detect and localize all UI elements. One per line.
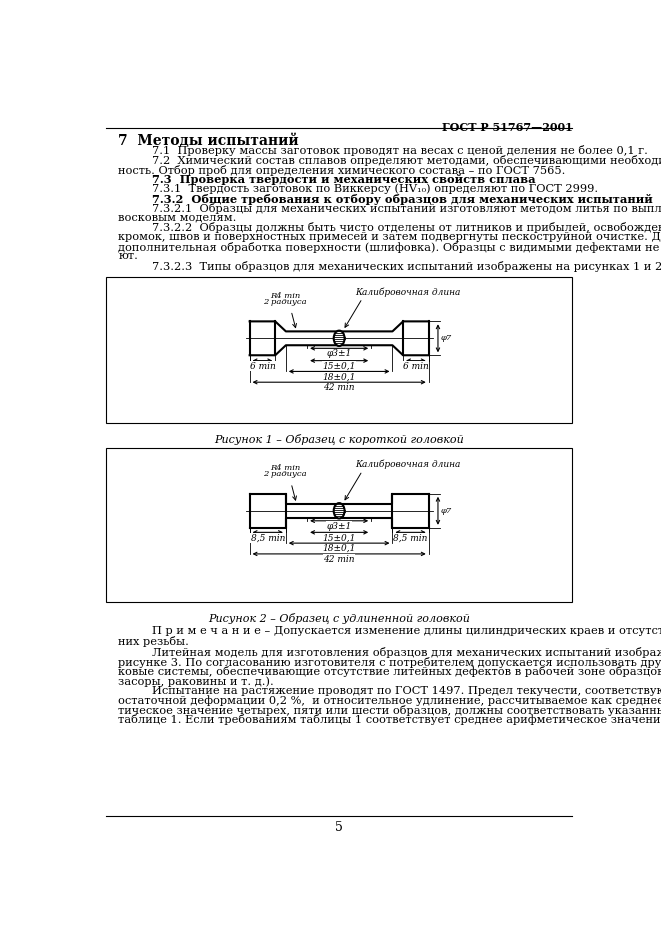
Text: 7.3.2.2  Образцы должны быть чисто отделены от литников и прибылей, освобождены : 7.3.2.2 Образцы должны быть чисто отделе…	[153, 223, 661, 233]
Text: 8,5 min: 8,5 min	[251, 534, 285, 542]
Text: 7.3  Проверка твердости и механических свойств сплава: 7.3 Проверка твердости и механических св…	[153, 174, 536, 185]
Text: φ3±1: φ3±1	[327, 349, 352, 358]
Text: R4 min: R4 min	[270, 292, 300, 300]
Text: 42 min: 42 min	[323, 383, 355, 392]
Text: 18±0,1: 18±0,1	[323, 373, 356, 381]
Ellipse shape	[334, 503, 344, 519]
Text: φ7: φ7	[441, 334, 452, 343]
Text: Калибровочная длина: Калибровочная длина	[355, 460, 460, 469]
Text: 7  Методы испытаний: 7 Методы испытаний	[118, 134, 299, 149]
Text: 18±0,1: 18±0,1	[323, 544, 356, 553]
Text: R4 min: R4 min	[270, 464, 300, 473]
Text: φ7: φ7	[441, 506, 452, 515]
Text: 6 min: 6 min	[403, 361, 429, 371]
Text: восковым моделям.: восковым моделям.	[118, 212, 237, 223]
Text: 7.3.2  Общие требования к отбору образцов для механических испытаний: 7.3.2 Общие требования к отбору образцов…	[153, 194, 653, 205]
Text: 7.3.2.3  Типы образцов для механических испытаний изображены на рисунках 1 и 2.: 7.3.2.3 Типы образцов для механических и…	[153, 261, 661, 272]
Text: 15±0,1: 15±0,1	[323, 534, 356, 542]
Text: 7.3.2.1  Образцы для механических испытаний изготовляют методом литья по выплавл: 7.3.2.1 Образцы для механических испытан…	[153, 203, 661, 214]
Bar	[106, 277, 572, 423]
Text: 8,5 min: 8,5 min	[393, 534, 428, 542]
Text: П р и м е ч а н и е – Допускается изменение длины цилиндрических краев и отсутст: П р и м е ч а н и е – Допускается измене…	[153, 626, 661, 636]
Text: Литейная модель для изготовления образцов для механических испытаний изображена : Литейная модель для изготовления образцо…	[153, 647, 661, 658]
Text: 7.2  Химический состав сплавов определяют методами, обеспечивающими необходимую : 7.2 Химический состав сплавов определяют…	[153, 155, 661, 166]
Text: остаточной деформации 0,2 %,  и относительное удлинение, рассчитываемое как сред: остаточной деформации 0,2 %, и относител…	[118, 695, 661, 706]
Text: ковые системы, обеспечивающие отсутствие литейных дефектов в рабочей зоне образц: ковые системы, обеспечивающие отсутствие…	[118, 666, 661, 678]
Text: Рисунок 1 – Образец с короткой головкой: Рисунок 1 – Образец с короткой головкой	[214, 433, 464, 445]
Text: 15±0,1: 15±0,1	[323, 361, 356, 371]
Text: Рисунок 2 – Образец с удлиненной головкой: Рисунок 2 – Образец с удлиненной головко…	[208, 612, 470, 623]
Text: таблице 1. Если требованиям таблицы 1 соответствует среднее арифметическое значе: таблице 1. Если требованиям таблицы 1 со…	[118, 714, 661, 725]
Text: 7.3.1  Твердость заготовок по Виккерсу (HV₁₀) определяют по ГОСТ 2999.: 7.3.1 Твердость заготовок по Виккерсу (H…	[153, 184, 598, 195]
Text: 6 min: 6 min	[250, 361, 275, 371]
Text: 2 радиуса: 2 радиуса	[263, 298, 307, 306]
Text: Калибровочная длина: Калибровочная длина	[355, 287, 460, 297]
Text: рисунке 3. По согласованию изготовителя с потребителем допускается использовать : рисунке 3. По согласованию изготовителя …	[118, 657, 661, 667]
Text: φ3±1: φ3±1	[327, 521, 352, 531]
Text: них резьбы.: них резьбы.	[118, 636, 189, 647]
Text: 5: 5	[335, 821, 343, 834]
Bar	[106, 447, 572, 602]
Text: ют.: ют.	[118, 251, 138, 261]
Text: дополнительная обработка поверхности (шлифовка). Образцы с видимыми дефектами не: дополнительная обработка поверхности (шл…	[118, 241, 661, 253]
Text: ГОСТ Р 51767—2001: ГОСТ Р 51767—2001	[442, 122, 572, 133]
Text: 42 min: 42 min	[323, 555, 355, 563]
Text: кромок, швов и поверхностных примесей и затем подвергнуты пескоструйной очистке.: кромок, швов и поверхностных примесей и …	[118, 232, 661, 242]
Text: тическое значение четырех, пяти или шести образцов, должны соответствовать указа: тическое значение четырех, пяти или шест…	[118, 705, 661, 716]
Text: 7.1  Проверку массы заготовок проводят на весах с ценой деления не более 0,1 г.: 7.1 Проверку массы заготовок проводят на…	[153, 145, 648, 156]
Text: 2 радиуса: 2 радиуса	[263, 471, 307, 478]
Ellipse shape	[334, 330, 344, 346]
Text: ность. Отбор проб для определения химического состава – по ГОСТ 7565.: ность. Отбор проб для определения химиче…	[118, 165, 566, 176]
Text: Испытание на растяжение проводят по ГОСТ 1497. Предел текучести, соответствующий: Испытание на растяжение проводят по ГОСТ…	[153, 685, 661, 695]
Text: засоры, раковины и т. д.).: засоры, раковины и т. д.).	[118, 676, 274, 686]
